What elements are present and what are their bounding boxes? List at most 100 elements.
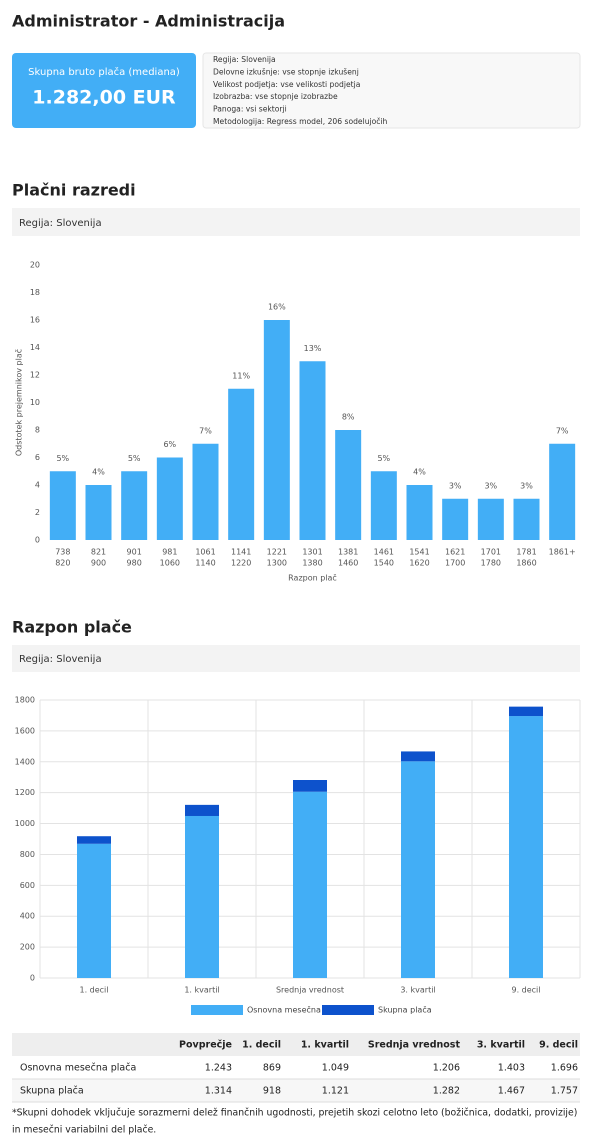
table-header: 3. kvartil — [477, 1040, 525, 1051]
bar-segment — [77, 843, 111, 978]
filter-text: Regija: Slovenija — [19, 218, 102, 229]
table-header: 1. decil — [242, 1040, 281, 1051]
y-tick-label: 14 — [30, 343, 40, 352]
y-tick-label: 6 — [35, 453, 40, 462]
bar — [156, 457, 183, 540]
section-title: Razpon plače — [12, 618, 132, 637]
y-tick-label: 18 — [30, 288, 40, 297]
x-tick-label: 1860 — [516, 559, 536, 568]
table-cell: 1.467 — [498, 1086, 525, 1097]
y-tick-label: 1200 — [15, 788, 35, 797]
summary-box — [12, 53, 196, 128]
bar — [442, 498, 469, 540]
table-header: 9. decil — [539, 1040, 578, 1051]
data-label: 6% — [163, 440, 176, 449]
x-tick-label: 981 — [162, 548, 177, 557]
data-label: 7% — [199, 426, 212, 435]
x-tick-label: 820 — [55, 559, 70, 568]
section-title: Plačni razredi — [12, 181, 136, 200]
x-tick-label: 1301 — [302, 548, 322, 557]
data-label: 4% — [413, 468, 426, 477]
x-tick-label: 3. kvartil — [400, 986, 435, 995]
x-tick-label: 1621 — [445, 548, 465, 557]
x-tick-label: 1461 — [374, 548, 394, 557]
bar — [335, 430, 362, 540]
y-tick-label: 1400 — [15, 757, 35, 766]
x-tick-label: 9. decil — [511, 986, 540, 995]
y-tick-label: 8 — [35, 426, 40, 435]
info-line: Panoga: vsi sektorji — [213, 105, 287, 114]
x-tick-label: 1. decil — [79, 986, 108, 995]
x-tick-label: 1300 — [267, 559, 287, 568]
bar — [121, 471, 148, 540]
table-cell: 1.121 — [322, 1086, 349, 1097]
x-tick-label: 1620 — [409, 559, 429, 568]
data-label: 13% — [304, 344, 322, 353]
info-line: Regija: Slovenija — [213, 55, 276, 64]
x-tick-label: 821 — [91, 548, 106, 557]
x-tick-label: 901 — [127, 548, 142, 557]
table-cell: 1.206 — [433, 1063, 460, 1074]
bar-segment — [293, 791, 327, 978]
table-cell: 1.243 — [205, 1063, 232, 1074]
x-tick-label: 1. kvartil — [184, 986, 219, 995]
y-tick-label: 10 — [30, 398, 40, 407]
legend-swatch — [191, 1005, 243, 1015]
x-tick-label: 1780 — [481, 559, 501, 568]
x-tick-label: 980 — [127, 559, 142, 568]
data-label: 5% — [128, 454, 141, 463]
table-cell: Osnovna mesečna plača — [20, 1063, 136, 1074]
bar — [299, 361, 326, 540]
y-tick-label: 4 — [35, 481, 40, 490]
x-tick-label: 1060 — [160, 559, 180, 568]
bar-segment — [401, 761, 435, 978]
x-tick-label: 1381 — [338, 548, 358, 557]
data-label: 7% — [556, 426, 569, 435]
bar — [192, 443, 219, 540]
table-header: Srednja vrednost — [368, 1040, 461, 1051]
x-tick-label: 1380 — [302, 559, 322, 568]
bar — [85, 485, 112, 540]
y-tick-label: 1000 — [15, 819, 35, 828]
data-label: 3% — [484, 481, 497, 490]
y-axis-label: Odstotek prejemnikov plač — [14, 349, 24, 456]
footnote: in mesečni variabilni del plače. — [12, 1125, 156, 1136]
table-cell: 1.403 — [498, 1063, 525, 1074]
page-title: Administrator - Administracija — [12, 12, 285, 31]
x-tick-label: 1061 — [195, 548, 215, 557]
bar-segment — [509, 706, 543, 717]
table-cell: Skupna plača — [20, 1086, 84, 1097]
data-label: 5% — [56, 454, 69, 463]
bar — [513, 498, 540, 540]
data-label: 16% — [268, 303, 286, 312]
info-line: Metodologija: Regress model, 206 sodeluj… — [213, 117, 388, 126]
filter-text: Regija: Slovenija — [19, 654, 102, 665]
y-tick-label: 16 — [30, 316, 40, 325]
y-tick-label: 12 — [30, 371, 40, 380]
x-tick-label: 1781 — [516, 548, 536, 557]
x-tick-label: Srednja vrednost — [276, 986, 344, 995]
x-tick-label: 1460 — [338, 559, 358, 568]
info-box — [202, 52, 581, 129]
data-label: 8% — [342, 413, 355, 422]
y-tick-label: 1800 — [15, 696, 35, 705]
info-line: Velikost podjetja: vse velikosti podjetj… — [213, 80, 360, 89]
bar-segment — [293, 780, 327, 792]
x-tick-label: 1700 — [445, 559, 465, 568]
table-cell: 918 — [263, 1086, 281, 1097]
bar — [477, 498, 504, 540]
y-tick-label: 0 — [30, 974, 35, 983]
x-tick-label: 1220 — [231, 559, 251, 568]
y-tick-label: 2 — [35, 508, 40, 517]
bar-segment — [185, 804, 219, 816]
y-tick-label: 200 — [20, 943, 35, 952]
table-cell: 869 — [263, 1063, 281, 1074]
table-header: 1. kvartil — [301, 1040, 349, 1051]
legend-label: Osnovna mesečna plača — [247, 1005, 345, 1015]
data-label: 3% — [449, 481, 462, 490]
bar-segment — [401, 751, 435, 762]
table-row-bg — [12, 1079, 580, 1102]
data-label: 3% — [520, 481, 533, 490]
x-tick-label: 900 — [91, 559, 106, 568]
